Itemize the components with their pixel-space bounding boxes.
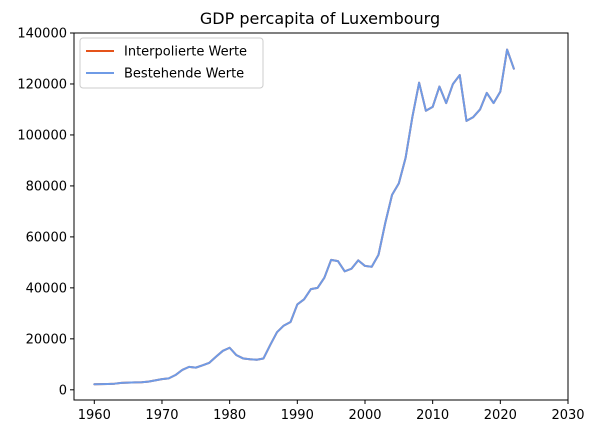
y-tick-label: 20000 — [26, 332, 67, 347]
y-axis: 0 20000 40000 60000 80000 100000 120000 140000 — [17, 27, 74, 398]
y-tick-label: 80000 — [26, 179, 67, 194]
x-tick-label: 2000 — [348, 408, 381, 423]
y-tick-label: 40000 — [26, 281, 67, 296]
y-tick-label: 0 — [59, 383, 67, 398]
x-tick-label: 2030 — [551, 408, 584, 423]
plot-area — [93, 48, 515, 386]
series-line-existing — [93, 48, 515, 386]
x-tick-label: 2010 — [416, 408, 449, 423]
legend: Interpolierte Werte Bestehende Werte — [79, 37, 264, 89]
x-tick-label: 1970 — [145, 408, 178, 423]
y-tick-label: 120000 — [17, 77, 67, 92]
y-tick-label: 140000 — [17, 27, 67, 42]
x-axis: 1960 1970 1980 1990 2000 2010 2020 2030 — [78, 400, 585, 423]
x-tick-label: 1990 — [281, 408, 314, 423]
legend-label-existing: Bestehende Werte — [124, 67, 244, 82]
legend-label-interpolated: Interpolierte Werte — [124, 45, 247, 60]
chart-title: GDP percapita of Luxembourg — [200, 9, 440, 28]
legend-box — [79, 37, 264, 89]
x-tick-label: 1960 — [78, 408, 111, 423]
x-tick-label: 2020 — [484, 408, 517, 423]
y-tick-label: 60000 — [26, 230, 67, 245]
x-tick-label: 1980 — [213, 408, 246, 423]
y-tick-label: 100000 — [17, 128, 67, 143]
axes-frame — [73, 32, 569, 401]
